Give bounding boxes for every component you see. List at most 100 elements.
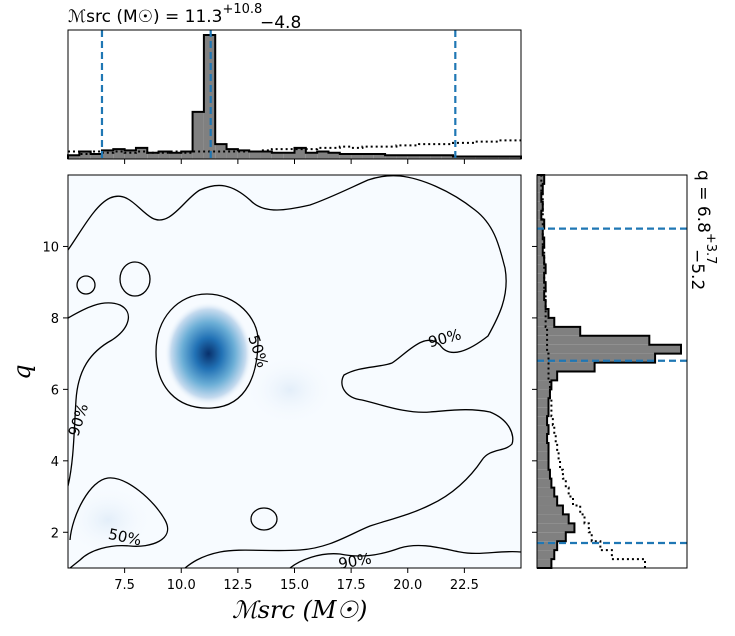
right-posterior-bar (537, 300, 546, 309)
right-posterior-bar (537, 514, 569, 524)
right-panel-frame (536, 174, 688, 569)
right-posterior-bar (537, 210, 542, 220)
contour-90-bottom (289, 544, 521, 568)
right-posterior-bar (537, 380, 552, 390)
top-posterior-bar (192, 111, 204, 159)
x-tick-label: 20.0 (393, 578, 422, 593)
right-posterior-bar (537, 425, 549, 435)
top-posterior-bar (487, 156, 499, 159)
top-posterior-bar (271, 152, 284, 159)
right-posterior-bar (537, 389, 550, 399)
top-posterior-bar (226, 149, 238, 159)
right-posterior-bar (537, 344, 681, 354)
right-posterior-bar (537, 442, 549, 452)
right-posterior-bar (537, 541, 558, 551)
y-tick-label: 2 (51, 526, 59, 541)
contour-90-outer (68, 175, 514, 568)
right-posterior-bar (537, 237, 545, 247)
right-title-sub: −5.2 (687, 249, 707, 290)
contour-90-island-b (119, 261, 151, 297)
x-tick-label: 22.5 (450, 578, 479, 593)
top-title-main: ℳsrc (M☉) = 11.3 (68, 7, 222, 27)
top-posterior-bar (317, 151, 329, 159)
top-posterior-bar (441, 155, 454, 159)
x-tick-label: 15.0 (280, 578, 309, 593)
top-posterior-bar (396, 155, 408, 159)
top-posterior-bar (260, 151, 272, 159)
top-posterior-bar (147, 152, 159, 159)
right-posterior-bar (537, 416, 548, 426)
joint-x-axis: 7.5 10.0 12.5 15.0 17.5 20.0 22.5 (114, 568, 479, 593)
top-marginal-panel (67, 29, 522, 164)
top-posterior-bar (509, 156, 521, 159)
right-posterior-bar (537, 264, 546, 274)
right-posterior-bar (537, 451, 549, 461)
right-posterior-histogram (537, 174, 682, 569)
contour-label-90-bottom: 90% (337, 549, 373, 573)
right-posterior-bar (537, 353, 656, 363)
top-posterior-bar (475, 156, 488, 159)
contour-lines (68, 175, 521, 568)
top-posterior-bar (430, 155, 442, 159)
top-posterior-bar (464, 156, 476, 159)
top-posterior-bar (79, 151, 91, 159)
density-region-lower-left (68, 485, 153, 555)
right-marginal-panel (532, 174, 688, 569)
top-title: ℳsrc (M☉) = 11.3+10.8 −4.8 (68, 2, 301, 33)
top-prior-histogram (68, 139, 521, 156)
contour-90-island-a (76, 275, 96, 295)
top-posterior-bar (101, 150, 114, 159)
right-title-sup: +3.7 (703, 233, 718, 265)
right-posterior-bar (537, 282, 546, 292)
right-posterior-bar (537, 434, 548, 443)
right-posterior-bar (537, 460, 549, 470)
right-posterior-bar (537, 362, 595, 372)
top-posterior-bar (498, 156, 510, 159)
y-tick-label: 10 (42, 240, 59, 255)
x-tick-label: 12.5 (223, 578, 252, 593)
x-tick-label: 7.5 (114, 578, 135, 593)
top-posterior-bar (328, 152, 340, 159)
right-posterior-outline (537, 174, 682, 569)
right-posterior-bar (537, 175, 545, 184)
right-posterior-bar (537, 559, 552, 568)
density-region-center (245, 355, 335, 425)
right-panel-ticks (532, 245, 537, 533)
top-title-sup: +10.8 (222, 2, 262, 17)
right-posterior-bar (537, 407, 549, 417)
x-tick-label: 17.5 (337, 578, 366, 593)
top-posterior-bar (294, 147, 306, 159)
y-tick-label: 8 (51, 312, 59, 327)
top-posterior-bar (283, 152, 295, 159)
right-interval-lines (537, 227, 687, 545)
right-posterior-bar (537, 478, 552, 488)
top-posterior-bar (158, 151, 170, 159)
top-posterior-bar (169, 152, 182, 159)
right-posterior-bar (537, 273, 545, 283)
top-posterior-bar (351, 154, 363, 159)
right-posterior-bar (537, 398, 549, 408)
top-posterior-bar (339, 154, 352, 159)
top-posterior-bar (453, 156, 465, 159)
right-posterior-bar (537, 308, 549, 318)
right-posterior-bar (537, 326, 581, 336)
svg-text:q = 6.8+3.7: q = 6.8+3.7 (693, 170, 718, 264)
top-posterior-bar (203, 35, 216, 159)
right-posterior-bar (537, 487, 555, 497)
top-posterior-bar (124, 150, 136, 159)
right-posterior-bar (537, 335, 650, 345)
right-posterior-bar (537, 183, 543, 193)
x-axis-label: ℳsrc (M☉) (232, 596, 367, 624)
right-posterior-bar (537, 291, 545, 301)
right-posterior-bar (537, 228, 543, 238)
svg-text:ℳsrc (M☉) = 11.3+10.8: ℳsrc (M☉) = 11.3+10.8 (68, 2, 262, 27)
top-panel-ticks (124, 159, 465, 164)
right-posterior-bar (537, 532, 566, 542)
right-prior-histogram (540, 175, 646, 568)
right-posterior-bar (537, 317, 555, 327)
contour-90-left (68, 302, 130, 487)
right-posterior-bar (537, 246, 543, 256)
contour-50-small (250, 507, 278, 531)
top-posterior-bar (419, 155, 431, 159)
